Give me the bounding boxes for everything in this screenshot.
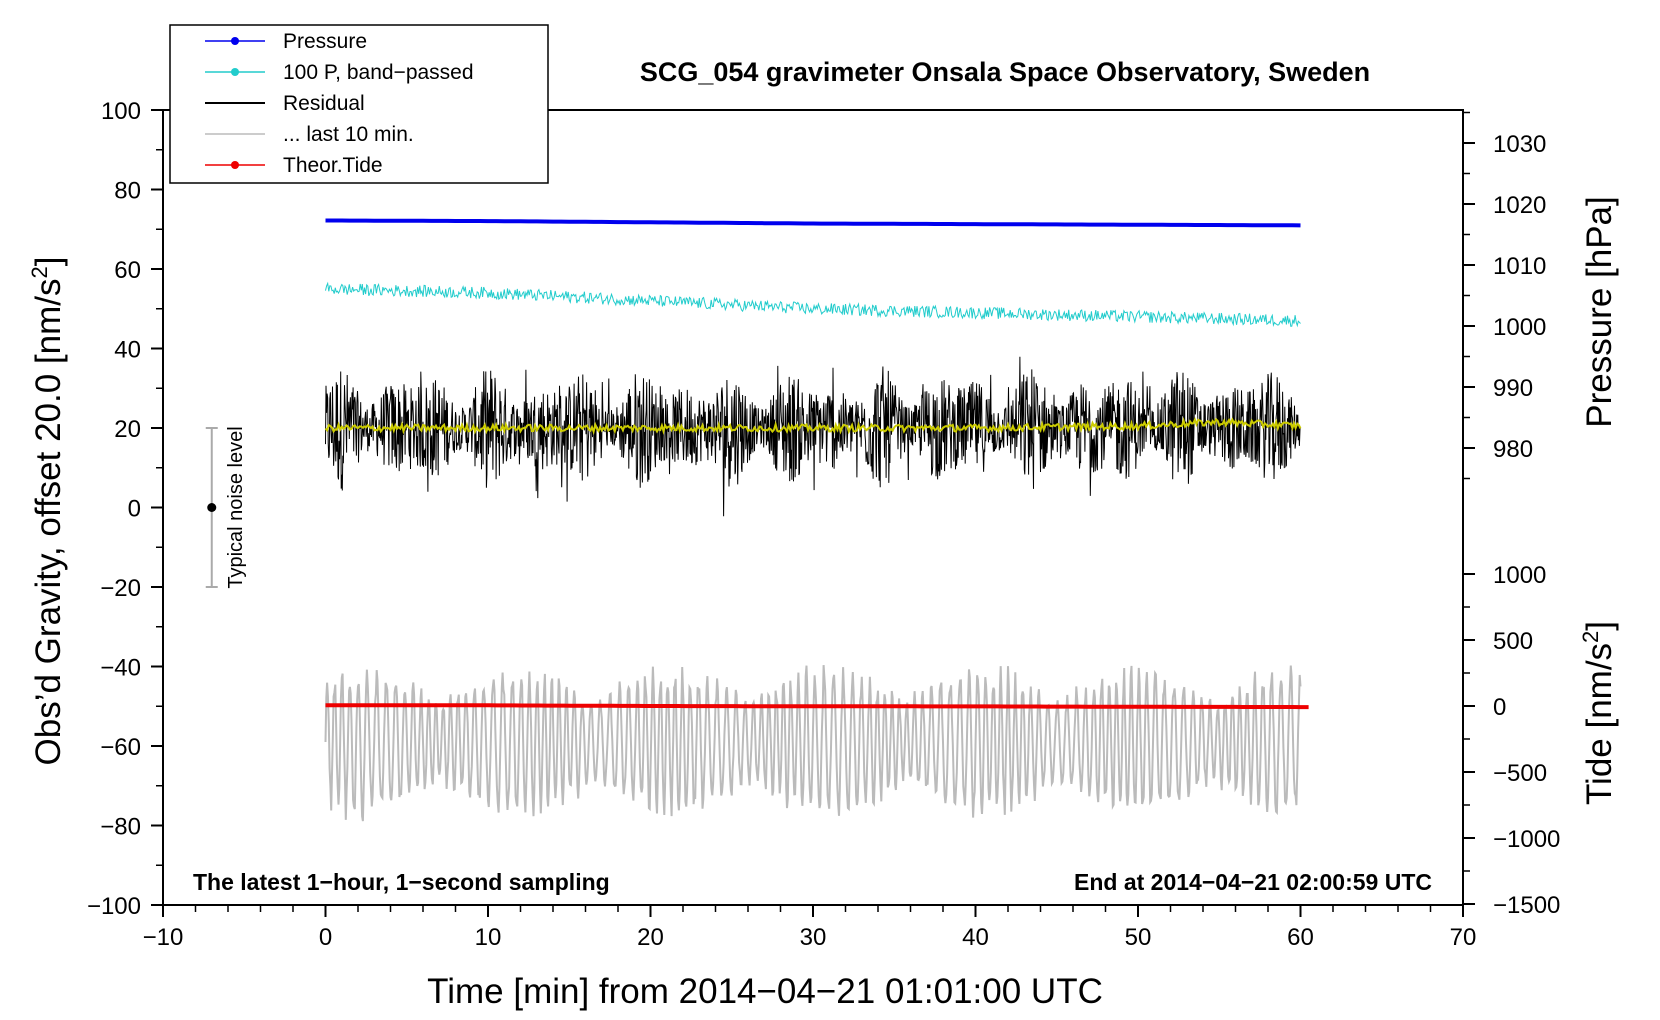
y-tick-label: 40	[114, 337, 141, 364]
legend-label: Residual	[283, 92, 365, 115]
series-residual-smoothed	[324, 416, 1302, 436]
y-tick-label: 20	[114, 416, 141, 443]
legend-marker	[231, 161, 239, 169]
y-tick-label: −20	[100, 575, 141, 602]
y-tick-label: −100	[87, 893, 141, 920]
noise-label: Typical noise level	[225, 426, 247, 588]
pressure-tick-label: 990	[1493, 375, 1533, 402]
legend-label: 100 P, band−passed	[283, 61, 474, 84]
legend-marker	[231, 68, 239, 76]
y-axis-title-gravity: Obs’d Gravity, offset 20.0 [nm/s2]	[27, 257, 68, 766]
x-tick-label: 10	[475, 924, 502, 951]
pressure-tick-label: 1020	[1493, 192, 1546, 219]
tide-tick-label: 0	[1493, 694, 1506, 721]
chart-title: SCG_054 gravimeter Onsala Space Observat…	[640, 57, 1370, 87]
x-tick-label: 0	[319, 924, 332, 951]
series-residual	[325, 356, 1301, 517]
noise-center-dot	[207, 503, 217, 512]
annotation-end-time: End at 2014−04−21 02:00:59 UTC	[1074, 869, 1432, 895]
x-tick-label: 60	[1287, 924, 1314, 951]
x-tick-label: −10	[143, 924, 184, 951]
y-tick-label: 100	[101, 98, 141, 125]
pressure-tick-label: 1030	[1493, 131, 1546, 158]
x-tick-label: 40	[962, 924, 989, 951]
y-axis-title-gravity-sup: 2	[27, 266, 52, 278]
x-tick-label: 20	[637, 924, 664, 951]
y-axis-title-gravity-main: Obs’d Gravity, offset 20.0 [nm/s	[29, 279, 68, 766]
tide-tick-label: −500	[1493, 760, 1547, 787]
series-pressure-bandpassed	[325, 281, 1301, 328]
noise-level-indicator: Typical noise level	[205, 426, 247, 589]
series-layer	[324, 218, 1309, 822]
y-tick-label: 80	[114, 178, 141, 205]
y-axis-title-tide-main: Tide [nm/s	[1580, 643, 1619, 805]
pressure-tick-label: 1010	[1493, 253, 1546, 280]
x-axis-title: Time [min] from 2014−04−21 01:01:00 UTC	[427, 972, 1103, 1011]
y-axis-title-tide-sup: 2	[1578, 631, 1603, 643]
y-axis-title-pressure: Pressure [hPa]	[1580, 196, 1619, 428]
y-tick-label: −80	[100, 814, 141, 841]
legend-label: Pressure	[283, 30, 367, 53]
y-tick-label: −40	[100, 655, 141, 682]
pressure-tick-label: 980	[1493, 436, 1533, 463]
pressure-tick-label: 1000	[1493, 314, 1546, 341]
y-tick-label: 0	[128, 496, 141, 523]
x-tick-label: 70	[1450, 924, 1477, 951]
annotation-sampling: The latest 1−hour, 1−second sampling	[193, 869, 610, 895]
legend-marker	[231, 37, 239, 45]
tide-tick-label: −1000	[1493, 826, 1560, 853]
tide-tick-label: 500	[1493, 628, 1533, 655]
series-last-10-min	[324, 665, 1302, 822]
series-theoretical-tide	[325, 703, 1309, 710]
tide-tick-label: 1000	[1493, 562, 1546, 589]
legend-label: ... last 10 min.	[283, 123, 414, 146]
x-tick-label: 30	[800, 924, 827, 951]
tide-tick-label: −1500	[1493, 892, 1560, 919]
ticks-layer: −10 0 10 20 30 40 50 60 70−100−80−60−40−20020406…	[87, 98, 1560, 951]
y-tick-label: −60	[100, 734, 141, 761]
y-tick-label: 60	[114, 257, 141, 284]
legend-label: Theor.Tide	[283, 154, 383, 177]
series-pressure	[325, 218, 1301, 228]
x-tick-label: 50	[1125, 924, 1152, 951]
legend: Pressure 100 P, band−passed Residual ... la…	[169, 24, 549, 184]
y-axis-title-tide: Tide [nm/s2]	[1578, 621, 1619, 805]
